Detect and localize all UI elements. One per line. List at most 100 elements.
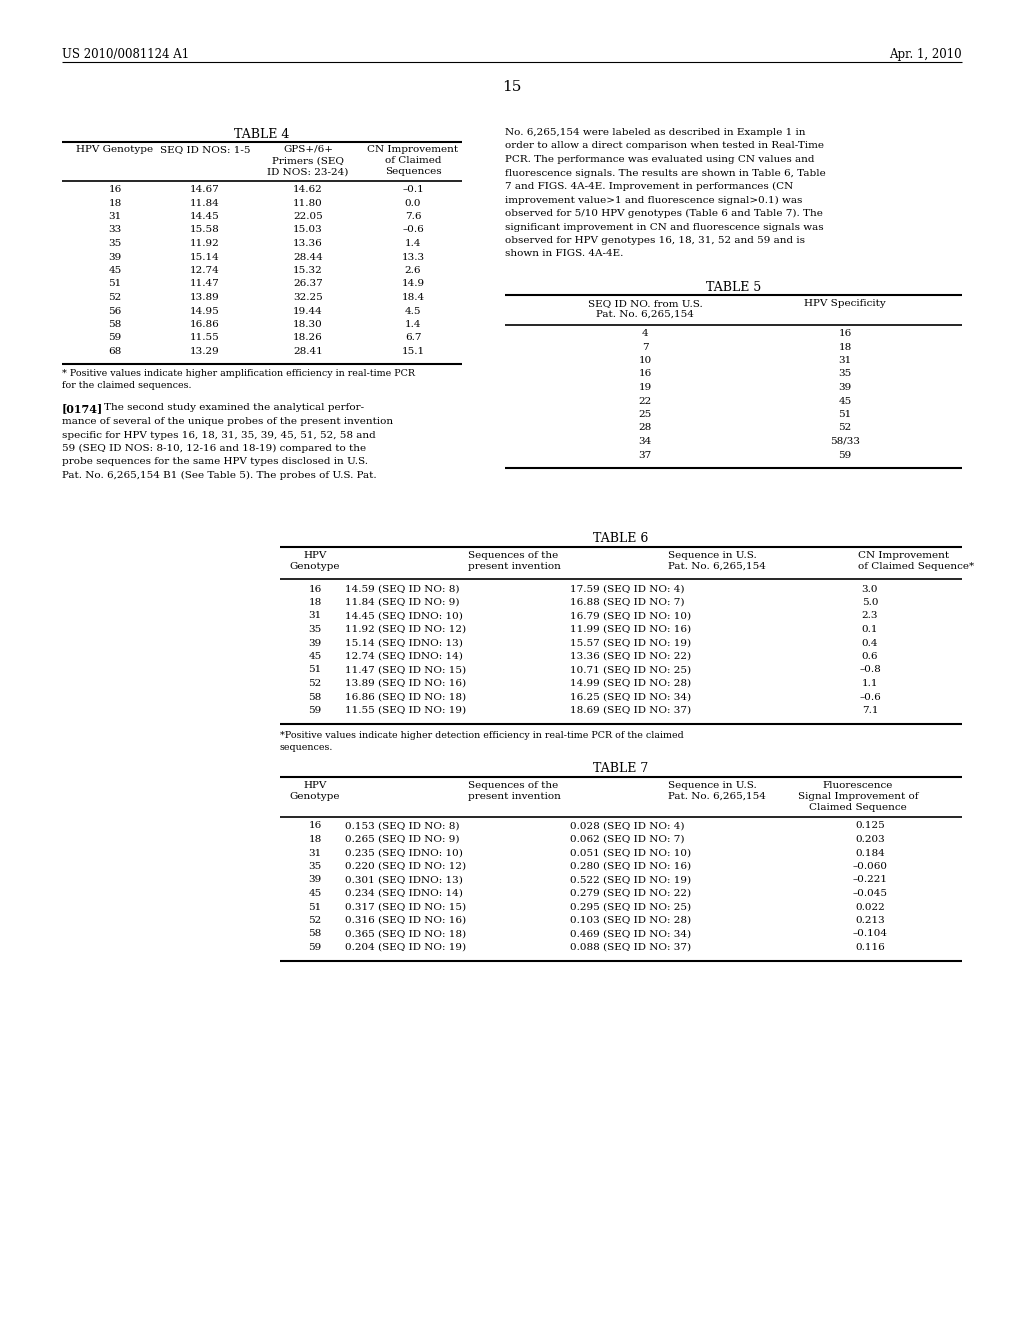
Text: 39: 39 <box>308 875 322 884</box>
Text: 13.36 (SEQ ID NO: 22): 13.36 (SEQ ID NO: 22) <box>570 652 691 661</box>
Text: 14.99 (SEQ ID NO: 28): 14.99 (SEQ ID NO: 28) <box>570 678 691 688</box>
Text: 1.4: 1.4 <box>404 239 421 248</box>
Text: 13.89: 13.89 <box>190 293 220 302</box>
Text: 7.1: 7.1 <box>862 706 879 715</box>
Text: 18.69 (SEQ ID NO: 37): 18.69 (SEQ ID NO: 37) <box>570 706 691 715</box>
Text: 15.1: 15.1 <box>401 347 425 356</box>
Text: 45: 45 <box>839 396 852 405</box>
Text: 68: 68 <box>109 347 122 356</box>
Text: sequences.: sequences. <box>280 742 334 751</box>
Text: The second study examined the analytical perfor-: The second study examined the analytical… <box>104 404 365 412</box>
Text: 13.89 (SEQ ID NO: 16): 13.89 (SEQ ID NO: 16) <box>345 678 466 688</box>
Text: 15.32: 15.32 <box>293 267 323 275</box>
Text: 52: 52 <box>308 678 322 688</box>
Text: 22.05: 22.05 <box>293 213 323 220</box>
Text: 0.295 (SEQ ID NO: 25): 0.295 (SEQ ID NO: 25) <box>570 903 691 912</box>
Text: 22: 22 <box>638 396 651 405</box>
Text: 0.6: 0.6 <box>862 652 879 661</box>
Text: 0.234 (SEQ IDNO: 14): 0.234 (SEQ IDNO: 14) <box>345 888 463 898</box>
Text: 16: 16 <box>308 821 322 830</box>
Text: 14.9: 14.9 <box>401 280 425 289</box>
Text: HPV Genotype: HPV Genotype <box>77 145 154 154</box>
Text: 16.86: 16.86 <box>190 319 220 329</box>
Text: 35: 35 <box>839 370 852 379</box>
Text: Fluorescence
Signal Improvement of
Claimed Sequence: Fluorescence Signal Improvement of Claim… <box>798 780 919 812</box>
Text: 15: 15 <box>503 81 521 94</box>
Text: 0.213: 0.213 <box>855 916 885 925</box>
Text: 35: 35 <box>109 239 122 248</box>
Text: 0.203: 0.203 <box>855 836 885 843</box>
Text: 16.79 (SEQ ID NO: 10): 16.79 (SEQ ID NO: 10) <box>570 611 691 620</box>
Text: specific for HPV types 16, 18, 31, 35, 39, 45, 51, 52, 58 and: specific for HPV types 16, 18, 31, 35, 3… <box>62 430 376 440</box>
Text: 26.37: 26.37 <box>293 280 323 289</box>
Text: HPV
Genotype: HPV Genotype <box>290 550 340 570</box>
Text: 14.45: 14.45 <box>190 213 220 220</box>
Text: 52: 52 <box>109 293 122 302</box>
Text: 0.280 (SEQ ID NO: 16): 0.280 (SEQ ID NO: 16) <box>570 862 691 871</box>
Text: 59: 59 <box>839 450 852 459</box>
Text: 11.55 (SEQ ID NO: 19): 11.55 (SEQ ID NO: 19) <box>345 706 466 715</box>
Text: 31: 31 <box>109 213 122 220</box>
Text: 35: 35 <box>308 624 322 634</box>
Text: observed for 5/10 HPV genotypes (Table 6 and Table 7). The: observed for 5/10 HPV genotypes (Table 6… <box>505 209 823 218</box>
Text: 32.25: 32.25 <box>293 293 323 302</box>
Text: 0.204 (SEQ ID NO: 19): 0.204 (SEQ ID NO: 19) <box>345 942 466 952</box>
Text: 2.6: 2.6 <box>404 267 421 275</box>
Text: TABLE 7: TABLE 7 <box>593 763 648 776</box>
Text: 0.235 (SEQ IDNO: 10): 0.235 (SEQ IDNO: 10) <box>345 849 463 858</box>
Text: –0.8: –0.8 <box>859 665 881 675</box>
Text: 0.522 (SEQ ID NO: 19): 0.522 (SEQ ID NO: 19) <box>570 875 691 884</box>
Text: 0.088 (SEQ ID NO: 37): 0.088 (SEQ ID NO: 37) <box>570 942 691 952</box>
Text: 11.92: 11.92 <box>190 239 220 248</box>
Text: 28.44: 28.44 <box>293 252 323 261</box>
Text: mance of several of the unique probes of the present invention: mance of several of the unique probes of… <box>62 417 393 426</box>
Text: 28.41: 28.41 <box>293 347 323 356</box>
Text: improvement value>1 and fluorescence signal>0.1) was: improvement value>1 and fluorescence sig… <box>505 195 803 205</box>
Text: 0.279 (SEQ ID NO: 22): 0.279 (SEQ ID NO: 22) <box>570 888 691 898</box>
Text: 16.86 (SEQ ID NO: 18): 16.86 (SEQ ID NO: 18) <box>345 693 466 701</box>
Text: GPS+/6+
Primers (SEQ
ID NOS: 23-24): GPS+/6+ Primers (SEQ ID NOS: 23-24) <box>267 145 349 176</box>
Text: 18: 18 <box>308 598 322 607</box>
Text: 0.051 (SEQ ID NO: 10): 0.051 (SEQ ID NO: 10) <box>570 849 691 858</box>
Text: 52: 52 <box>839 424 852 433</box>
Text: –0.221: –0.221 <box>853 875 888 884</box>
Text: 10.71 (SEQ ID NO: 25): 10.71 (SEQ ID NO: 25) <box>570 665 691 675</box>
Text: 1.4: 1.4 <box>404 319 421 329</box>
Text: order to allow a direct comparison when tested in Real-Time: order to allow a direct comparison when … <box>505 141 824 150</box>
Text: 39: 39 <box>839 383 852 392</box>
Text: 15.14 (SEQ IDNO: 13): 15.14 (SEQ IDNO: 13) <box>345 639 463 648</box>
Text: 0.184: 0.184 <box>855 849 885 858</box>
Text: shown in FIGS. 4A-4E.: shown in FIGS. 4A-4E. <box>505 249 624 259</box>
Text: CN Improvement
of Claimed
Sequences: CN Improvement of Claimed Sequences <box>368 145 459 176</box>
Text: Sequences of the
present invention: Sequences of the present invention <box>468 550 561 570</box>
Text: 10: 10 <box>638 356 651 366</box>
Text: Pat. No. 6,265,154 B1 (See Table 5). The probes of U.S. Pat.: Pat. No. 6,265,154 B1 (See Table 5). The… <box>62 471 377 480</box>
Text: HPV
Genotype: HPV Genotype <box>290 780 340 801</box>
Text: 58: 58 <box>308 929 322 939</box>
Text: significant improvement in CN and fluorescence signals was: significant improvement in CN and fluore… <box>505 223 823 231</box>
Text: TABLE 6: TABLE 6 <box>593 532 648 545</box>
Text: 45: 45 <box>308 888 322 898</box>
Text: TABLE 5: TABLE 5 <box>706 281 761 294</box>
Text: 15.57 (SEQ ID NO: 19): 15.57 (SEQ ID NO: 19) <box>570 639 691 648</box>
Text: 45: 45 <box>308 652 322 661</box>
Text: 11.84 (SEQ ID NO: 9): 11.84 (SEQ ID NO: 9) <box>345 598 460 607</box>
Text: –0.6: –0.6 <box>402 226 424 235</box>
Text: Sequences of the
present invention: Sequences of the present invention <box>468 780 561 801</box>
Text: 59: 59 <box>308 942 322 952</box>
Text: PCR. The performance was evaluated using CN values and: PCR. The performance was evaluated using… <box>505 154 814 164</box>
Text: 33: 33 <box>109 226 122 235</box>
Text: 4: 4 <box>642 329 648 338</box>
Text: 56: 56 <box>109 306 122 315</box>
Text: CN Improvement
of Claimed Sequence*: CN Improvement of Claimed Sequence* <box>858 550 974 570</box>
Text: 16.25 (SEQ ID NO: 34): 16.25 (SEQ ID NO: 34) <box>570 693 691 701</box>
Text: 11.80: 11.80 <box>293 198 323 207</box>
Text: 0.103 (SEQ ID NO: 28): 0.103 (SEQ ID NO: 28) <box>570 916 691 925</box>
Text: 7: 7 <box>642 342 648 351</box>
Text: 31: 31 <box>839 356 852 366</box>
Text: 58: 58 <box>308 693 322 701</box>
Text: 31: 31 <box>308 611 322 620</box>
Text: 58/33: 58/33 <box>830 437 860 446</box>
Text: fluorescence signals. The results are shown in Table 6, Table: fluorescence signals. The results are sh… <box>505 169 825 177</box>
Text: 14.45 (SEQ IDNO: 10): 14.45 (SEQ IDNO: 10) <box>345 611 463 620</box>
